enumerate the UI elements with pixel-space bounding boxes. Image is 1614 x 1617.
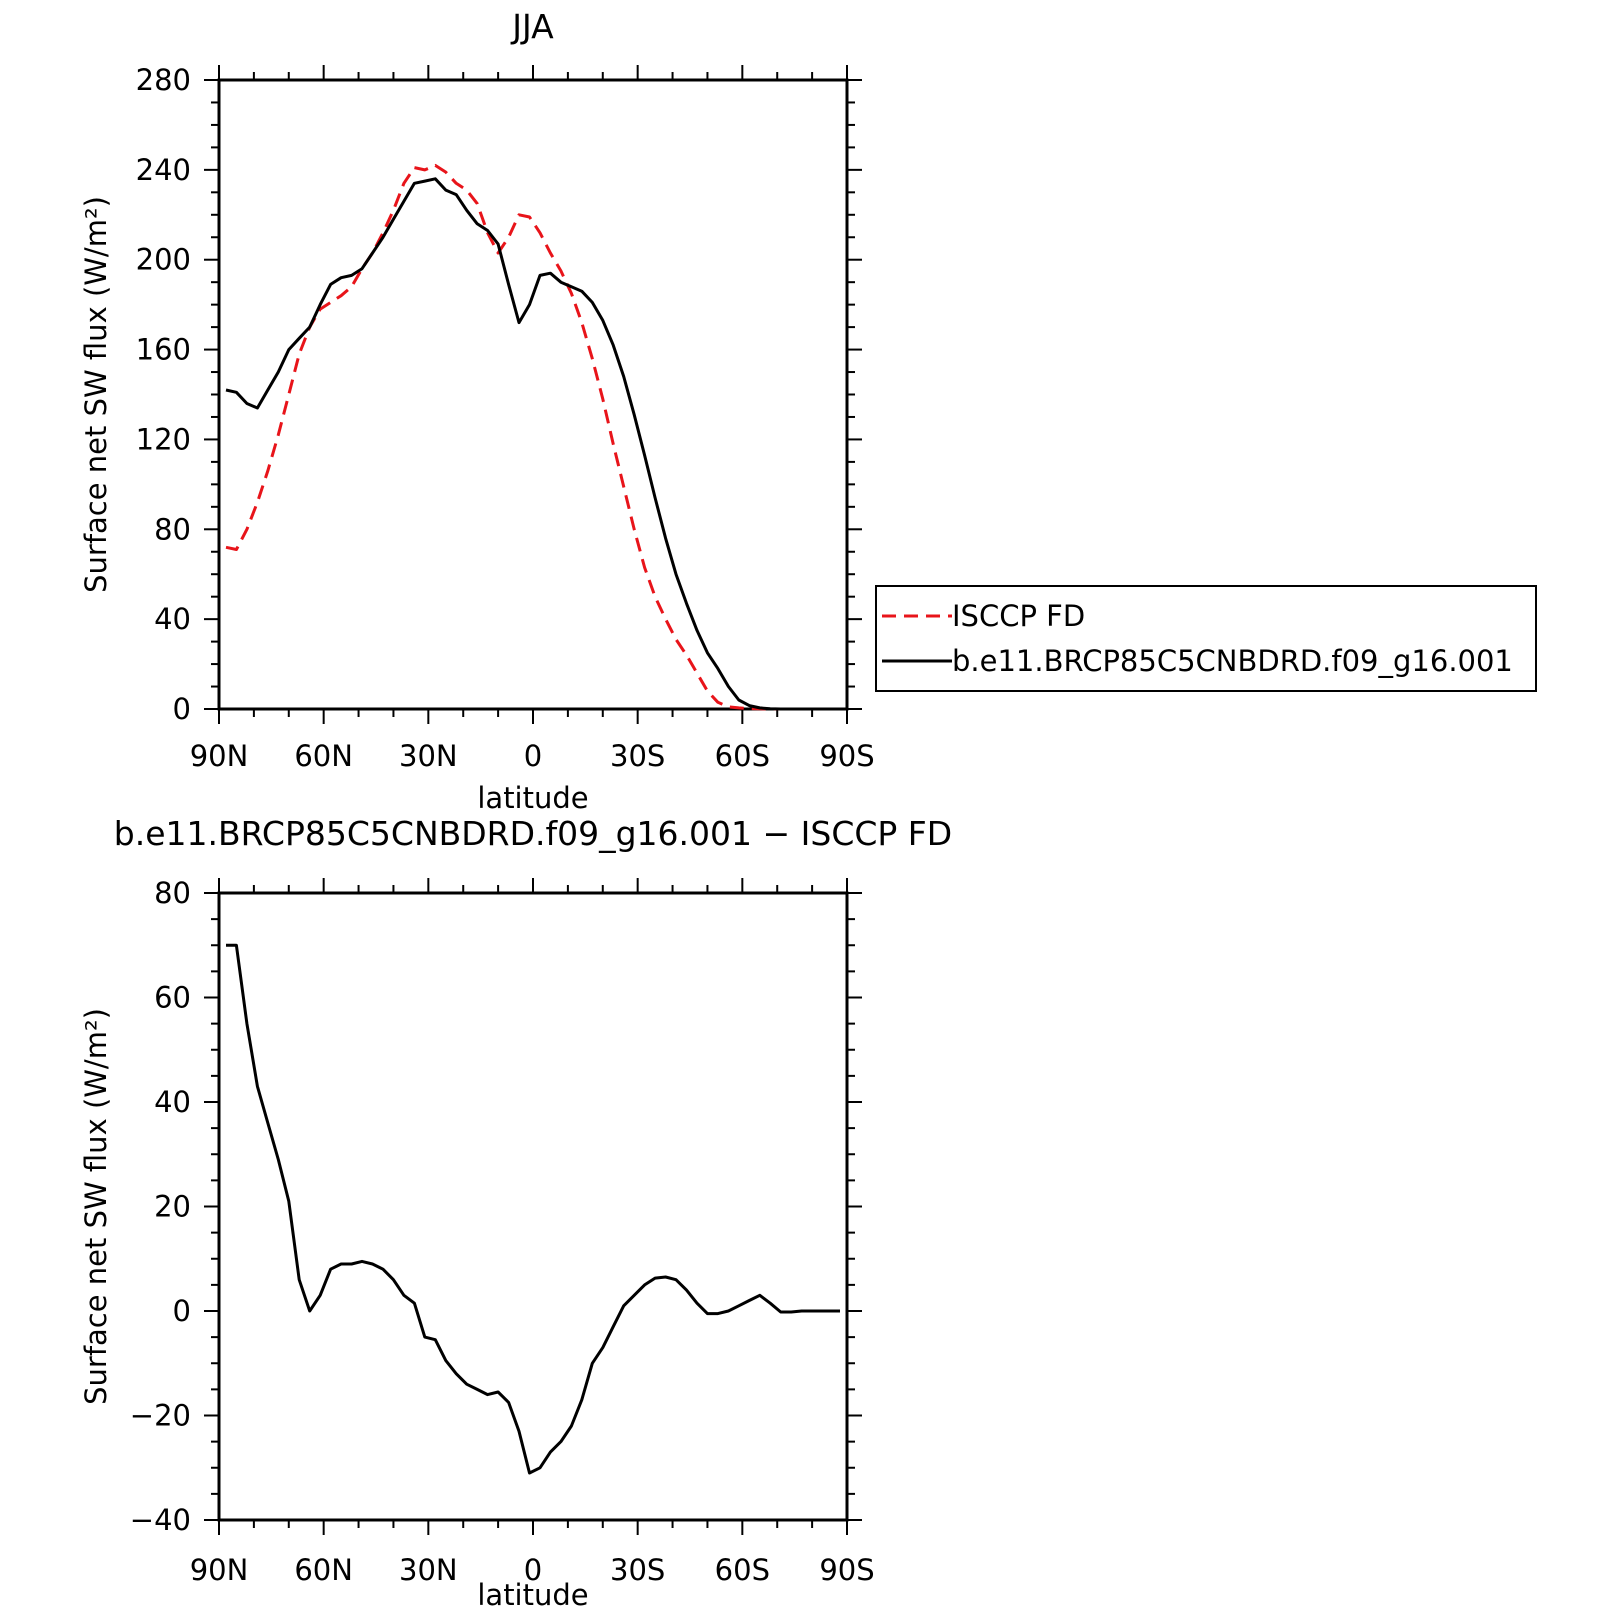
x-tick-label: 30N [399, 1553, 458, 1587]
x-tick-label: 60S [715, 1553, 770, 1587]
chart-title: b.e11.BRCP85C5CNBDRD.f09_g16.001 − ISCCP… [114, 814, 952, 853]
x-tick-label: 30S [610, 1553, 665, 1587]
chart-title: JJA [510, 7, 554, 46]
x-tick-label: 60N [294, 739, 353, 773]
y-tick-label: 80 [154, 876, 191, 910]
x-tick-label: 90N [190, 1553, 249, 1587]
legend-entry-label: b.e11.BRCP85C5CNBDRD.f09_g16.001 [952, 644, 1513, 678]
top-panel-chart: JJA 90N 60N 30N 0 30S 60S 90S 0 40 80 120 160 200 240 2… [79, 7, 1537, 815]
x-tick-label: 0 [524, 1553, 542, 1587]
y-tick-label: −40 [130, 1503, 191, 1537]
y-tick-label: 200 [136, 243, 191, 277]
x-tick-label: 60S [715, 739, 770, 773]
series-line-0 [226, 943, 840, 1475]
x-tick-label: 0 [524, 739, 542, 773]
y-tick-label: 40 [154, 1085, 191, 1119]
legend-box [875, 585, 1537, 692]
y-axis-label: Surface net SW flux (W/m²) [79, 1008, 113, 1405]
x-axis-label: latitude [477, 781, 588, 815]
y-tick-label: 20 [154, 1190, 191, 1224]
y-tick-label: −20 [130, 1399, 191, 1433]
x-tick-label: 90S [819, 1553, 874, 1587]
x-axis-label: latitude [477, 1578, 588, 1612]
y-axis-label: Surface net SW flux (W/m²) [79, 196, 113, 593]
y-tick-label: 240 [136, 153, 191, 187]
legend: ISCCP FD b.e11.BRCP85C5CNBDRD.f09_g16.001 [875, 585, 1537, 692]
y-tick-label: 80 [154, 512, 191, 546]
legend-entry-label: ISCCP FD [952, 599, 1085, 633]
x-tick-label: 90S [819, 739, 874, 773]
y-tick-label: 280 [136, 63, 191, 97]
bottom-panel-chart: b.e11.BRCP85C5CNBDRD.f09_g16.001 − ISCCP… [79, 814, 952, 1612]
y-tick-label: 120 [136, 422, 191, 456]
x-tick-label: 90N [190, 739, 249, 773]
series-line-1 [225, 177, 840, 711]
y-tick-label: 0 [173, 1294, 191, 1328]
y-tick-label: 160 [136, 333, 191, 367]
x-tick-label: 30S [610, 739, 665, 773]
y-tick-label: 0 [173, 692, 191, 726]
y-tick-label: 40 [154, 602, 191, 636]
x-tick-label: 60N [294, 1553, 353, 1587]
series-line-0 [225, 163, 840, 711]
y-tick-label: 60 [154, 981, 191, 1015]
x-tick-label: 30N [399, 739, 458, 773]
